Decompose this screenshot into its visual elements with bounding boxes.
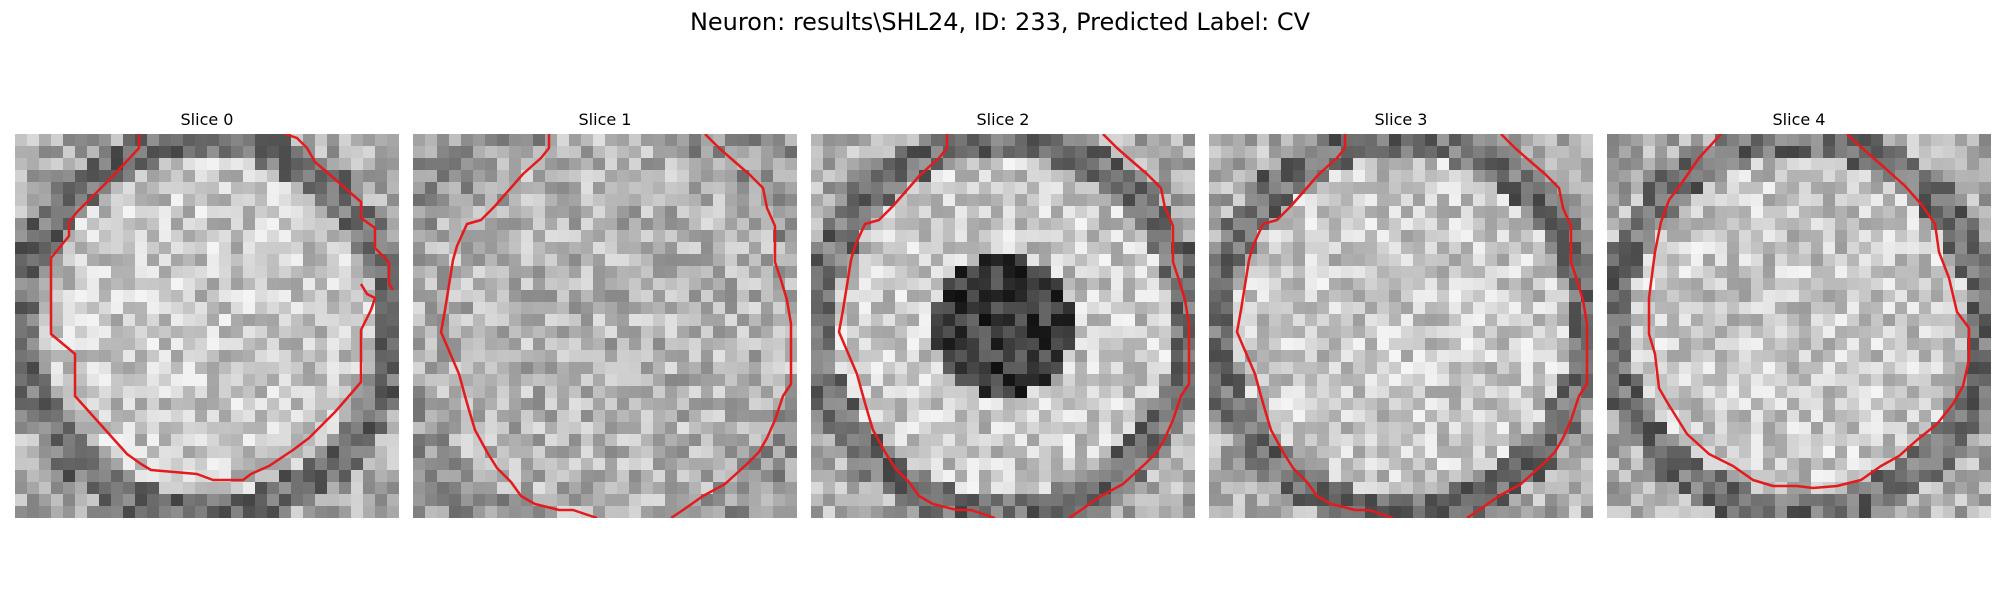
slice-panel-1: Slice 1 (413, 110, 797, 518)
contour-line (1235, 134, 1394, 518)
slice-image-1 (413, 134, 797, 518)
slice-pixels (811, 134, 1195, 518)
contour-line (49, 134, 377, 482)
slice-image-4 (1607, 134, 1991, 518)
slice-title: Slice 2 (976, 110, 1030, 129)
slice-pixels (1209, 134, 1593, 518)
slice-title: Slice 3 (1374, 110, 1428, 129)
figure-title: Neuron: results\SHL24, ID: 233, Predicte… (689, 8, 1311, 36)
slice-panel-3: Slice 3 (1209, 110, 1593, 518)
slice-image-0 (15, 134, 399, 518)
slice-image-2 (811, 134, 1195, 518)
slice-pixels (1607, 134, 1991, 518)
slice-panel-0: Slice 0 (15, 110, 399, 518)
slice-title: Slice 0 (180, 110, 234, 129)
slice-panel-4: Slice 4 (1607, 110, 1991, 518)
contour-line (1068, 134, 1191, 518)
slice-image-3 (1209, 134, 1593, 518)
slice-title: Slice 1 (578, 110, 632, 129)
contour-line (439, 134, 598, 518)
contour-line (1466, 134, 1589, 518)
contour-line (670, 134, 793, 518)
contour-line (837, 134, 996, 518)
contour-line (1647, 134, 1971, 490)
slice-panel-2: Slice 2 (811, 110, 1195, 518)
slice-pixels (15, 134, 399, 518)
contour-line (284, 134, 395, 291)
slice-title: Slice 4 (1772, 110, 1826, 129)
slice-pixels (413, 134, 797, 518)
